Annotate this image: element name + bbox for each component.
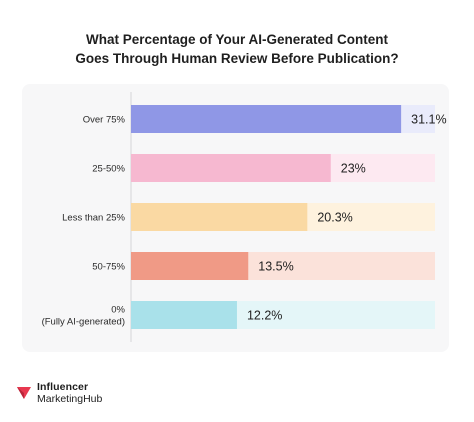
category-label: Over 75% (83, 115, 126, 126)
bar (131, 301, 237, 329)
bar-value-label: 12.2% (247, 309, 282, 323)
category-label: 25-50% (92, 164, 125, 175)
bar-value-label: 20.3% (317, 211, 352, 225)
category-label: (Fully AI-generated) (42, 317, 125, 328)
bar (131, 105, 402, 133)
bar (131, 154, 331, 182)
category-label: Less than 25% (62, 213, 125, 224)
chart-title-line-1: What Percentage of Your AI-Generated Con… (85, 32, 389, 47)
influencer-marketinghub-logo-icon (17, 387, 31, 399)
bar (131, 203, 308, 231)
chart-title-line-2: Goes Through Human Review Before Publica… (75, 51, 399, 66)
chart-title: What Percentage of Your AI-Generated Con… (0, 30, 474, 68)
category-label: 50-75% (92, 262, 125, 273)
brand-name-line-1: Influencer (37, 381, 89, 393)
bar-chart: 31.1% Over 75% 23% 25-50% 20.3% Less than 25%… (42, 92, 447, 342)
category-label: 0% (111, 305, 125, 316)
bar-value-label: 23% (341, 162, 366, 176)
brand-name-line-2: MarketingHub (37, 393, 103, 405)
bar-value-label: 13.5% (258, 260, 293, 274)
bar-value-label: 31.1% (411, 113, 446, 127)
bar (131, 252, 249, 280)
chart-panel: 31.1% Over 75% 23% 25-50% 20.3% Less than 25%… (22, 84, 449, 352)
